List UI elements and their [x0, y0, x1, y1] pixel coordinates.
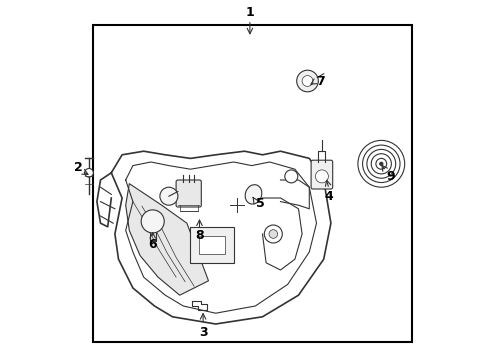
Polygon shape: [125, 184, 208, 295]
Ellipse shape: [244, 185, 261, 204]
Text: 5: 5: [256, 197, 264, 210]
Circle shape: [264, 225, 282, 243]
FancyBboxPatch shape: [310, 160, 332, 189]
FancyBboxPatch shape: [190, 227, 233, 263]
Circle shape: [379, 162, 382, 166]
Text: 1: 1: [245, 6, 254, 19]
Circle shape: [315, 170, 328, 183]
FancyBboxPatch shape: [199, 236, 224, 254]
Text: 8: 8: [195, 229, 203, 242]
Text: 2: 2: [74, 161, 82, 174]
Text: 9: 9: [385, 170, 394, 183]
Text: 3: 3: [199, 327, 207, 339]
Circle shape: [84, 168, 93, 177]
Text: 7: 7: [315, 75, 324, 87]
Circle shape: [268, 230, 277, 238]
Text: 6: 6: [148, 238, 157, 251]
Circle shape: [160, 187, 178, 205]
Circle shape: [302, 76, 312, 86]
Bar: [93, 25, 411, 342]
Circle shape: [284, 170, 297, 183]
FancyBboxPatch shape: [176, 180, 201, 207]
Text: 4: 4: [324, 190, 333, 203]
Circle shape: [141, 210, 164, 233]
Circle shape: [296, 70, 318, 92]
